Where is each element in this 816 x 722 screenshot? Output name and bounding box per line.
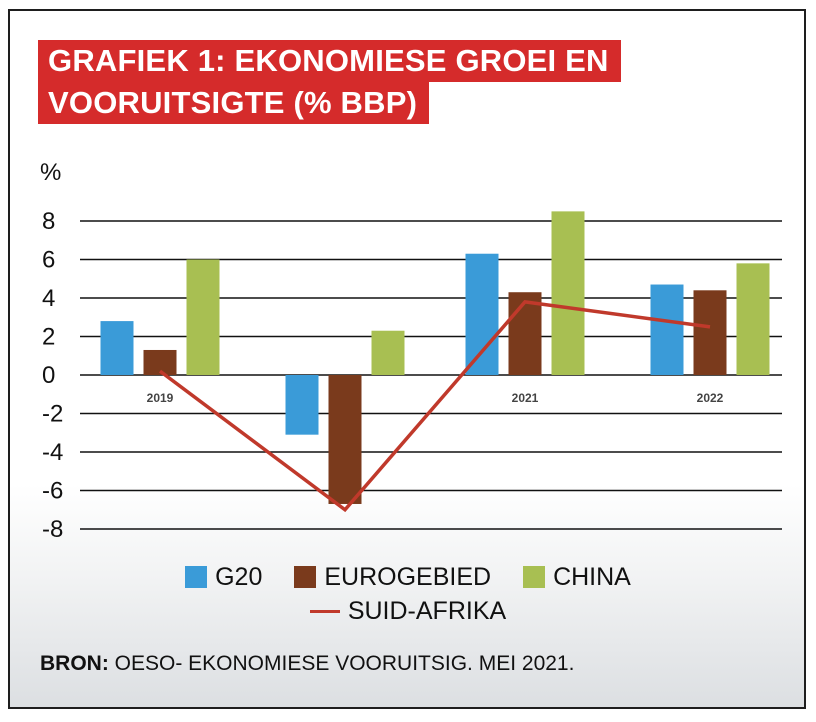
y-tick-label: 0: [42, 362, 55, 389]
bar-eurogebied: [693, 290, 727, 375]
legend-item-suid-afrika: SUID-AFRIKA: [309, 596, 507, 626]
bar-china: [371, 330, 405, 375]
source-note: BRON: OESO- EKONOMIESE VOORUITSIG. MEI 2…: [40, 652, 574, 676]
x-category-label: 2021: [512, 391, 539, 405]
y-tick-label: -6: [42, 478, 63, 505]
bar-china: [186, 259, 220, 375]
bar-g20: [465, 253, 499, 375]
title-line-2: VOORUITSIGTE (% BBP): [38, 82, 430, 124]
legend-row-1: G20 EUROGEBIED CHINA: [0, 560, 816, 594]
bar-eurogebied: [328, 375, 362, 504]
legend-swatch-eurogebied: [294, 566, 317, 588]
legend-row-2: SUID-AFRIKA: [0, 594, 816, 628]
y-tick-label: -4: [42, 439, 63, 466]
bar-china: [736, 263, 770, 375]
chart-title: GRAFIEK 1: EKONOMIESE GROEI EN VOORUITSI…: [38, 40, 621, 124]
legend-swatch-g20: [185, 566, 208, 588]
bar-g20: [650, 284, 684, 375]
source-prefix: BRON:: [40, 652, 109, 675]
bar-g20: [100, 321, 134, 375]
bar-g20: [285, 375, 319, 435]
legend-item-g20: G20: [185, 563, 262, 592]
legend-swatch-china: [523, 566, 546, 588]
bar-china: [551, 211, 585, 375]
legend-item-eurogebied: EUROGEBIED: [294, 563, 491, 592]
y-tick-label: -8: [42, 516, 63, 543]
y-tick-label: 2: [42, 324, 55, 351]
source-text: OESO- EKONOMIESE VOORUITSIG. MEI 2021.: [108, 652, 575, 675]
y-tick-label: 4: [42, 285, 55, 312]
bar-eurogebied: [143, 349, 177, 375]
legend: G20 EUROGEBIED CHINA SUID-AFRIKA: [0, 560, 816, 628]
legend-label-china: CHINA: [553, 562, 631, 591]
legend-label-g20: G20: [215, 562, 263, 591]
y-tick-label: 8: [42, 208, 55, 235]
x-category-label: 2019: [147, 391, 174, 405]
x-category-label: 2022: [697, 391, 724, 405]
legend-label-eurogebied: EUROGEBIED: [324, 562, 492, 591]
y-axis-unit-label: %: [40, 159, 61, 186]
y-tick-label: -2: [42, 401, 63, 428]
line-suid-afrika: [158, 299, 711, 513]
legend-line-suid-afrika: [309, 609, 340, 613]
title-line-1: GRAFIEK 1: EKONOMIESE GROEI EN: [38, 40, 621, 82]
bar-eurogebied: [508, 292, 542, 375]
legend-label-suid-afrika: SUID-AFRIKA: [347, 596, 507, 625]
legend-item-china: CHINA: [523, 563, 631, 592]
y-tick-label: 6: [42, 247, 55, 274]
